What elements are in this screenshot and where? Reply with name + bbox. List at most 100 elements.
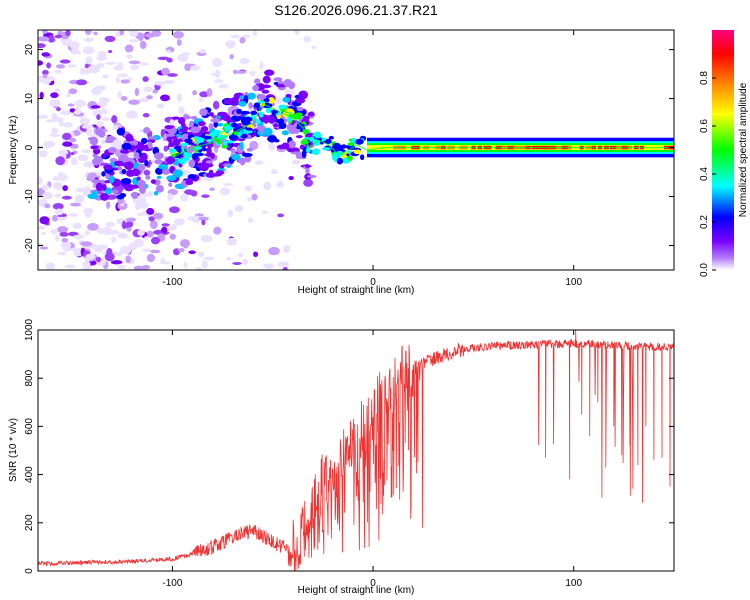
signal-blob [226, 164, 232, 168]
noise-blob [167, 193, 173, 201]
noise-blob [138, 193, 149, 198]
signal-blob [273, 77, 283, 82]
noise-blob [166, 49, 172, 54]
noise-blob [197, 251, 205, 258]
noise-blob [75, 106, 80, 111]
noise-blob [129, 30, 139, 38]
noise-blob [61, 237, 69, 243]
ridge-blob [263, 98, 270, 103]
noise-blob [166, 57, 173, 63]
colorbar-tick-label: 0.4 [699, 167, 710, 181]
spectrogram-x-tick-label: -100 [162, 277, 182, 288]
noise-blob [124, 44, 134, 53]
colorbar-tick-label: 0.2 [699, 215, 710, 229]
snr-frame [37, 329, 675, 572]
noise-blob [246, 197, 253, 202]
noise-blob [84, 30, 92, 36]
noise-blob [294, 30, 300, 35]
signal-blob [168, 141, 176, 148]
signal-blob [239, 110, 250, 115]
snr-x-tick-label: 0 [370, 578, 376, 589]
noise-blob [62, 185, 68, 192]
noise-blob [202, 256, 215, 261]
noise-blob [188, 250, 196, 255]
noise-blob [58, 173, 68, 182]
signal-blob [147, 141, 153, 150]
signal-blob [275, 84, 287, 88]
ridge-blob [169, 148, 177, 153]
signal-blob [190, 115, 198, 120]
noise-blob [74, 194, 85, 203]
noise-blob [59, 38, 72, 43]
noise-blob [143, 236, 149, 241]
noise-blob [125, 217, 137, 222]
noise-blob [96, 120, 104, 128]
noise-blob [128, 99, 140, 105]
signal-blob [95, 182, 104, 192]
signal-blob [100, 193, 109, 201]
noise-blob [268, 141, 276, 151]
noise-blob [82, 46, 95, 55]
noise-blob [100, 117, 113, 121]
signal-blob [205, 160, 214, 164]
noise-blob [311, 45, 317, 50]
noise-blob [137, 229, 145, 236]
noise-blob [273, 97, 283, 105]
noise-blob [52, 214, 58, 222]
noise-blob [242, 258, 248, 265]
spectrogram-y-tick-label: -20 [24, 238, 35, 253]
ridge-blob [353, 149, 362, 155]
snr-y-tick-label: 400 [24, 466, 35, 483]
noise-blob [277, 213, 284, 218]
signal-blob [276, 144, 287, 150]
noise-blob [82, 186, 92, 195]
noise-blob [161, 223, 170, 227]
ridge-blob [221, 144, 229, 149]
noise-blob [125, 221, 132, 227]
signal-blob [262, 75, 271, 84]
noise-blob [79, 117, 90, 125]
colorbar: 0.0 0.2 0.4 0.6 0.8 Normalized spectral ampl… [699, 30, 749, 277]
signal-blob [233, 93, 240, 101]
signal-blob [188, 159, 196, 168]
snr-x-ticks: -100 0 100 [162, 330, 582, 589]
snr-panel: -100 0 100 0 200 400 600 800 1000 Height of str… [8, 318, 675, 596]
signal-blob [145, 175, 151, 180]
noise-blob [212, 58, 223, 68]
noise-blob [248, 217, 254, 223]
noise-blob [151, 30, 162, 37]
ridge-blob [286, 116, 292, 122]
noise-blob [66, 91, 71, 98]
noise-blob [138, 32, 144, 42]
noise-blob [184, 189, 195, 195]
noise-blob [147, 191, 154, 197]
signal-blob [186, 177, 193, 183]
signal-blob [210, 118, 221, 123]
ridge-blob [347, 142, 355, 147]
noise-blob [178, 106, 185, 115]
noise-blob [117, 232, 129, 239]
noise-blob [38, 225, 46, 230]
noise-blob [38, 176, 43, 185]
noise-blob [117, 264, 126, 270]
ridge-blob [296, 125, 301, 130]
noise-blob [40, 231, 46, 236]
ridge-blob [216, 140, 222, 145]
signal-blob [218, 162, 225, 170]
noise-blob [142, 113, 150, 118]
spectrogram-y-tick-label: 0 [24, 144, 35, 150]
noise-blob [75, 79, 88, 86]
signal-blob [87, 193, 99, 200]
noise-blob [81, 261, 91, 267]
signal-blob [260, 84, 272, 89]
noise-blob [213, 226, 222, 235]
signal-blob [248, 95, 253, 100]
noise-blob [125, 110, 138, 119]
ridge-blob [257, 100, 266, 104]
noise-blob [190, 65, 201, 71]
noise-blob [230, 34, 240, 39]
snr-y-tick-label: 800 [24, 369, 35, 386]
noise-blob [139, 40, 147, 50]
noise-blob [53, 116, 64, 123]
